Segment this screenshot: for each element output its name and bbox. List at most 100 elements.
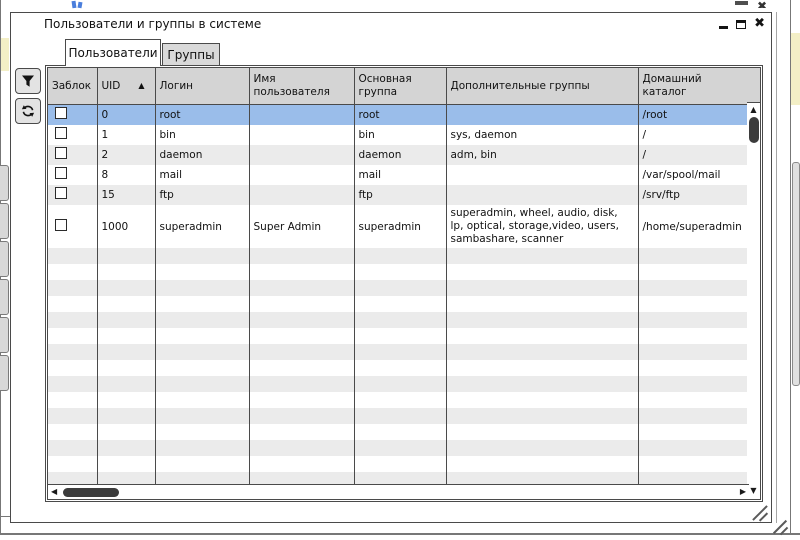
background-scrollbar-sliver bbox=[792, 162, 800, 386]
background-window-right-border bbox=[790, 0, 791, 534]
users-groups-dialog: Пользователи и группы в системе ✖ Пользо… bbox=[10, 12, 772, 523]
background-minimize-icon bbox=[735, 1, 748, 5]
table-row[interactable]: 1000 superadmin Super Admin superadmin s… bbox=[48, 205, 750, 248]
background-toolbar-button bbox=[0, 203, 9, 239]
blocked-checkbox[interactable] bbox=[55, 127, 67, 139]
minimize-button[interactable] bbox=[719, 18, 729, 30]
column-header-blocked[interactable]: Заблок bbox=[48, 68, 98, 105]
scroll-left-icon[interactable]: ◀ bbox=[51, 487, 58, 496]
horizontal-scrollbar-thumb[interactable] bbox=[63, 487, 120, 497]
vertical-scrollbar[interactable]: ▲ ▼ bbox=[747, 103, 760, 499]
filler-row bbox=[48, 440, 750, 456]
cell-group: daemon bbox=[354, 145, 447, 165]
table-row[interactable]: 2 daemon daemon adm, bin / bbox=[48, 145, 750, 165]
cell-group: ftp bbox=[354, 185, 447, 205]
cell-uid: 8 bbox=[97, 165, 156, 185]
horizontal-scrollbar[interactable]: ◀ ▶ bbox=[48, 484, 749, 499]
table-row[interactable]: 8 mail mail /var/spool/mail bbox=[48, 165, 750, 185]
blocked-checkbox[interactable] bbox=[55, 187, 67, 199]
header-corner bbox=[747, 68, 760, 103]
tab-groups[interactable]: Группы bbox=[162, 43, 220, 66]
vertical-scrollbar-thumb[interactable] bbox=[748, 117, 759, 143]
background-yellow-strip-right bbox=[791, 33, 800, 105]
cell-login: ftp bbox=[155, 185, 250, 205]
cell-uid: 2 bbox=[97, 145, 156, 165]
cell-home: / bbox=[638, 145, 750, 165]
scroll-up-icon[interactable]: ▲ bbox=[750, 105, 757, 114]
cell-name bbox=[249, 185, 355, 205]
filler-row bbox=[48, 296, 750, 312]
filter-button[interactable] bbox=[15, 68, 41, 94]
minimize-icon bbox=[719, 26, 729, 29]
cell-login: root bbox=[155, 104, 250, 125]
background-app-icon bbox=[71, 0, 77, 9]
maximize-button[interactable] bbox=[736, 19, 747, 29]
cell-group: superadmin bbox=[354, 205, 447, 248]
filler-row bbox=[48, 344, 750, 360]
tab-users[interactable]: Пользователи bbox=[65, 39, 161, 66]
users-table-body: 0 root root /root 1 bin bin sys, daemon … bbox=[48, 104, 750, 499]
filler-row bbox=[48, 248, 750, 264]
blocked-checkbox[interactable] bbox=[55, 147, 67, 159]
cell-name bbox=[249, 145, 355, 165]
background-toolbar-button bbox=[0, 355, 9, 391]
filler-row bbox=[48, 360, 750, 376]
table-row[interactable]: 15 ftp ftp /srv/ftp bbox=[48, 185, 750, 205]
cell-group: root bbox=[354, 104, 447, 125]
cell-extra-groups bbox=[446, 104, 639, 125]
column-header-home[interactable]: Домашний каталог bbox=[638, 68, 750, 105]
cell-login: mail bbox=[155, 165, 250, 185]
cell-extra-groups bbox=[446, 165, 639, 185]
header-row: Заблок UID ▲ Логин Имя пользователя Осно… bbox=[48, 68, 750, 105]
cell-login: daemon bbox=[155, 145, 250, 165]
background-toolbar-button bbox=[0, 165, 9, 201]
filler-row bbox=[48, 456, 750, 472]
cell-uid: 0 bbox=[97, 104, 156, 125]
column-header-login[interactable]: Логин bbox=[155, 68, 250, 105]
cell-extra-groups: sys, daemon bbox=[446, 125, 639, 145]
blocked-checkbox[interactable] bbox=[55, 218, 67, 231]
cell-login: bin bbox=[155, 125, 250, 145]
filler-row bbox=[48, 312, 750, 328]
filler-row bbox=[48, 264, 750, 280]
table-groupbox: Заблок UID ▲ Логин Имя пользователя Осно… bbox=[45, 65, 763, 502]
column-header-name[interactable]: Имя пользователя bbox=[249, 68, 355, 105]
blocked-checkbox[interactable] bbox=[55, 107, 67, 119]
filler-row bbox=[48, 424, 750, 440]
filler-row bbox=[48, 280, 750, 296]
cell-home: /srv/ftp bbox=[638, 185, 750, 205]
filler-row bbox=[48, 408, 750, 424]
table-row[interactable]: 1 bin bin sys, daemon / bbox=[48, 125, 750, 145]
cell-uid: 15 bbox=[97, 185, 156, 205]
cell-group: bin bbox=[354, 125, 447, 145]
column-header-group[interactable]: Основная группа bbox=[354, 68, 447, 105]
filter-funnel-icon bbox=[22, 75, 34, 87]
scroll-right-icon[interactable]: ▶ bbox=[739, 487, 746, 496]
column-header-extra-groups[interactable]: Дополнительные группы bbox=[446, 68, 639, 105]
cell-name: Super Admin bbox=[249, 205, 355, 248]
cell-home: /var/spool/mail bbox=[638, 165, 750, 185]
refresh-button[interactable] bbox=[15, 98, 41, 124]
scroll-down-icon[interactable]: ▼ bbox=[750, 486, 757, 495]
column-header-uid[interactable]: UID ▲ bbox=[97, 68, 156, 105]
sort-ascending-icon: ▲ bbox=[138, 81, 145, 90]
tab-groups-label: Группы bbox=[167, 47, 215, 62]
cell-name bbox=[249, 104, 355, 125]
dialog-titlebar[interactable]: Пользователи и группы в системе ✖ bbox=[11, 13, 771, 35]
background-toolbar-button bbox=[0, 317, 9, 353]
close-button[interactable]: ✖ bbox=[754, 16, 765, 31]
background-yellow-strip-left bbox=[1, 38, 9, 71]
filler-row bbox=[48, 392, 750, 408]
users-table-frame: Заблок UID ▲ Логин Имя пользователя Осно… bbox=[47, 67, 761, 500]
cell-name bbox=[249, 125, 355, 145]
cell-uid: 1 bbox=[97, 125, 156, 145]
table-row[interactable]: 0 root root /root bbox=[48, 104, 750, 125]
dialog-title: Пользователи и группы в системе bbox=[44, 17, 262, 31]
background-close-icon: ✖ bbox=[757, 0, 768, 8]
background-app-icon bbox=[77, 1, 83, 9]
cell-extra-groups bbox=[446, 185, 639, 205]
tab-users-label: Пользователи bbox=[68, 46, 158, 60]
blocked-checkbox[interactable] bbox=[55, 167, 67, 179]
users-table: Заблок UID ▲ Логин Имя пользователя Осно… bbox=[48, 68, 750, 499]
